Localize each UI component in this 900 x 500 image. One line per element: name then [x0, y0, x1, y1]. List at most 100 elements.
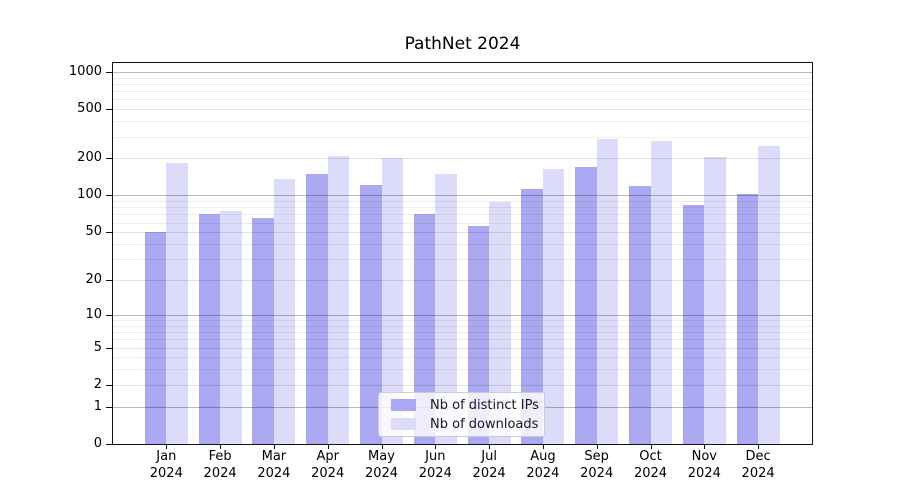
x-tick-apr	[327, 445, 329, 449]
x-tick-oct	[650, 445, 652, 449]
bar-aug-downloads	[542, 168, 565, 444]
y-tick-label-20: 20	[85, 272, 102, 288]
bar-dec-downloads	[758, 146, 780, 444]
x-tick-year-jan: 2024	[149, 465, 183, 481]
y-tick-500	[106, 109, 112, 111]
bar-mar-distinct-ips	[252, 218, 274, 444]
x-tick-feb	[220, 445, 222, 449]
y-tick-0	[106, 444, 112, 445]
y-tick-label-2: 2	[93, 376, 102, 392]
legend-item-downloads: Nb of downloads	[391, 417, 538, 432]
x-tick-label-oct: Oct 2024	[609, 449, 693, 482]
y-tick-label-100: 100	[77, 187, 102, 203]
x-tick-month-sep: Sep	[584, 449, 609, 464]
x-tick-month-apr: Apr	[316, 449, 339, 464]
x-tick-year-feb: 2024	[203, 465, 237, 481]
legend-swatch-distinct-ips	[391, 399, 416, 411]
y-tick-5	[106, 347, 112, 349]
bar-may-distinct-ips	[360, 184, 382, 444]
bar-nov-distinct-ips	[682, 204, 705, 444]
x-tick-month-aug: Aug	[530, 449, 556, 464]
y-tick-100	[106, 195, 112, 197]
y-tick-1	[106, 406, 112, 408]
y-tick-50	[106, 232, 112, 234]
chart-title: PathNet 2024	[404, 34, 521, 54]
y-tick-label-50: 50	[85, 224, 102, 240]
x-tick-month-oct: Oct	[639, 449, 662, 464]
x-tick-nov	[704, 445, 706, 449]
x-tick-jun	[435, 445, 437, 449]
bar-feb-distinct-ips	[198, 214, 221, 444]
x-tick-year-apr: 2024	[311, 465, 345, 481]
x-tick-year-nov: 2024	[687, 465, 721, 481]
y-tick-label-5: 5	[93, 339, 102, 355]
y-tick-label-10: 10	[85, 306, 102, 322]
legend-label-distinct-ips: Nb of distinct IPs	[430, 397, 539, 413]
y-tick-1000	[106, 71, 112, 73]
bar-dec-distinct-ips	[736, 194, 759, 444]
bar-may-downloads	[381, 158, 403, 444]
x-tick-month-feb: Feb	[208, 449, 232, 464]
x-tick-year-mar: 2024	[257, 465, 291, 481]
x-tick-label-mar: Mar 2024	[232, 449, 316, 482]
x-tick-month-may: May	[368, 449, 395, 464]
y-tick-label-1000: 1000	[68, 63, 102, 79]
y-tick-label-200: 200	[77, 150, 102, 166]
x-tick-month-jul: Jul	[481, 449, 497, 464]
legend: Nb of distinct IPs Nb of downloads	[378, 392, 545, 437]
x-tick-year-jun: 2024	[418, 465, 452, 481]
x-tick-may	[381, 445, 383, 449]
bar-jul-downloads	[489, 202, 511, 444]
plot-area: Nb of distinct IPs Nb of downloads	[112, 62, 813, 445]
x-tick-sep	[596, 445, 598, 449]
y-tick-10	[106, 314, 112, 316]
y-tick-label-1: 1	[93, 398, 102, 414]
x-tick-label-jun: Jun 2024	[393, 449, 477, 482]
y-tick-label-0: 0	[93, 436, 102, 451]
x-tick-year-dec: 2024	[741, 465, 775, 481]
bar-mar-downloads	[273, 178, 296, 444]
bar-oct-distinct-ips	[629, 185, 651, 444]
x-tick-mar	[273, 445, 275, 449]
x-tick-label-feb: Feb 2024	[178, 449, 262, 482]
x-tick-label-may: May 2024	[340, 449, 424, 482]
x-tick-label-nov: Nov 2024	[662, 449, 746, 482]
x-tick-month-mar: Mar	[261, 449, 287, 464]
y-tick-20	[106, 280, 112, 282]
y-tick-2	[106, 384, 112, 386]
x-tick-year-sep: 2024	[580, 465, 614, 481]
x-tick-month-dec: Dec	[745, 449, 771, 464]
x-tick-year-may: 2024	[364, 465, 399, 481]
bar-sep-downloads	[596, 138, 619, 444]
legend-swatch-downloads	[391, 418, 416, 430]
x-tick-month-jan: Jan	[156, 449, 177, 464]
x-tick-jul	[489, 445, 491, 449]
bar-apr-distinct-ips	[306, 173, 328, 444]
x-tick-label-apr: Apr 2024	[286, 449, 370, 482]
x-tick-jan	[166, 445, 168, 449]
legend-label-downloads: Nb of downloads	[430, 416, 539, 432]
bar-jan-distinct-ips	[144, 232, 167, 444]
bar-jul-distinct-ips	[467, 226, 490, 444]
x-tick-dec	[758, 445, 760, 449]
bar-apr-downloads	[327, 155, 350, 444]
bar-jun-distinct-ips	[413, 214, 436, 444]
bar-nov-downloads	[704, 157, 726, 444]
bar-aug-distinct-ips	[521, 188, 543, 444]
x-tick-label-aug: Aug 2024	[501, 449, 585, 482]
x-tick-label-jul: Jul 2024	[447, 449, 531, 482]
bar-feb-downloads	[220, 210, 242, 444]
y-tick-label-500: 500	[77, 101, 102, 117]
x-tick-aug	[542, 445, 544, 449]
x-tick-label-sep: Sep 2024	[555, 449, 639, 482]
x-tick-year-oct: 2024	[633, 465, 668, 481]
legend-item-distinct-ips: Nb of distinct IPs	[391, 398, 539, 413]
x-tick-month-jun: Jun	[425, 449, 446, 464]
y-tick-200	[106, 158, 112, 160]
x-tick-label-dec: Dec 2024	[716, 449, 800, 482]
bar-oct-downloads	[650, 141, 672, 444]
bar-jan-downloads	[166, 162, 188, 444]
bar-jun-downloads	[435, 173, 457, 444]
x-tick-year-aug: 2024	[526, 465, 560, 481]
